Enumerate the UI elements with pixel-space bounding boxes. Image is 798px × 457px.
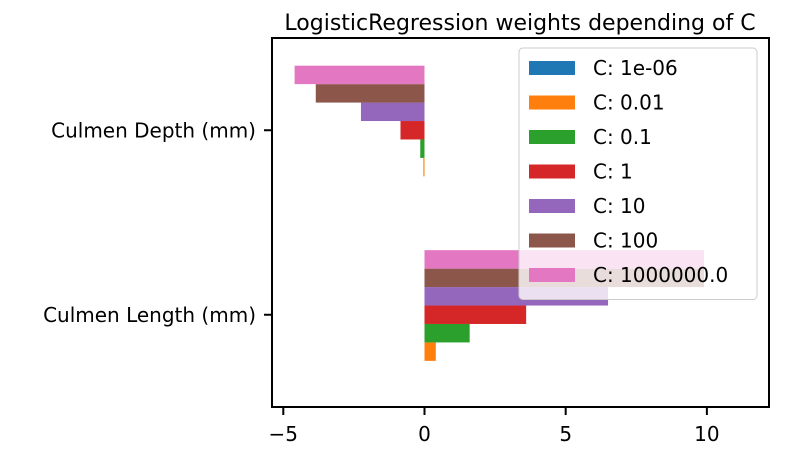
bar-3-1 — [400, 121, 425, 140]
legend-label-1: C: 0.01 — [593, 91, 665, 115]
bar-1-1 — [423, 157, 425, 177]
legend: C: 1e-06 C: 0.01 C: 0.1 C: 1 C: 10 C: 100 C: 1… — [518, 47, 758, 300]
legend-label-6: C: 1000000.0 — [593, 263, 728, 287]
x-tick-label-0: −5 — [269, 422, 298, 446]
legend-box — [518, 47, 758, 300]
legend-swatch-5 — [529, 233, 575, 248]
bar-6-1 — [294, 65, 425, 85]
y-tick-label-1: Culmen Depth (mm) — [51, 118, 256, 142]
legend-label-3: C: 1 — [593, 160, 633, 184]
bar-4-1 — [360, 102, 425, 122]
bar-3-0 — [424, 305, 527, 324]
legend-label-4: C: 10 — [593, 194, 646, 218]
bar-2-1 — [420, 139, 425, 158]
bar-2-0 — [424, 323, 470, 343]
y-tick-label-0: Culmen Length (mm) — [43, 303, 256, 327]
x-tick-label-2: 5 — [559, 422, 572, 446]
bar-1-0 — [424, 342, 436, 361]
y-axis: Culmen Length (mm) Culmen Depth (mm) — [43, 118, 272, 327]
legend-swatch-6 — [529, 268, 575, 282]
x-tick-label-1: 0 — [418, 422, 431, 446]
legend-swatch-0 — [529, 61, 575, 75]
legend-label-5: C: 100 — [593, 229, 658, 253]
legend-swatch-3 — [529, 164, 575, 179]
legend-swatch-1 — [529, 95, 575, 110]
x-axis: −5 0 5 10 — [269, 407, 720, 446]
x-tick-label-3: 10 — [694, 422, 719, 446]
legend-label-2: C: 0.1 — [593, 125, 652, 149]
legend-swatch-2 — [529, 130, 575, 144]
legend-swatch-4 — [529, 199, 575, 213]
legend-label-0: C: 1e-06 — [593, 56, 678, 80]
plot-frame — [271, 37, 770, 408]
chart-title: LogisticRegression weights depending of … — [284, 11, 755, 36]
bar-5-1 — [315, 84, 425, 103]
